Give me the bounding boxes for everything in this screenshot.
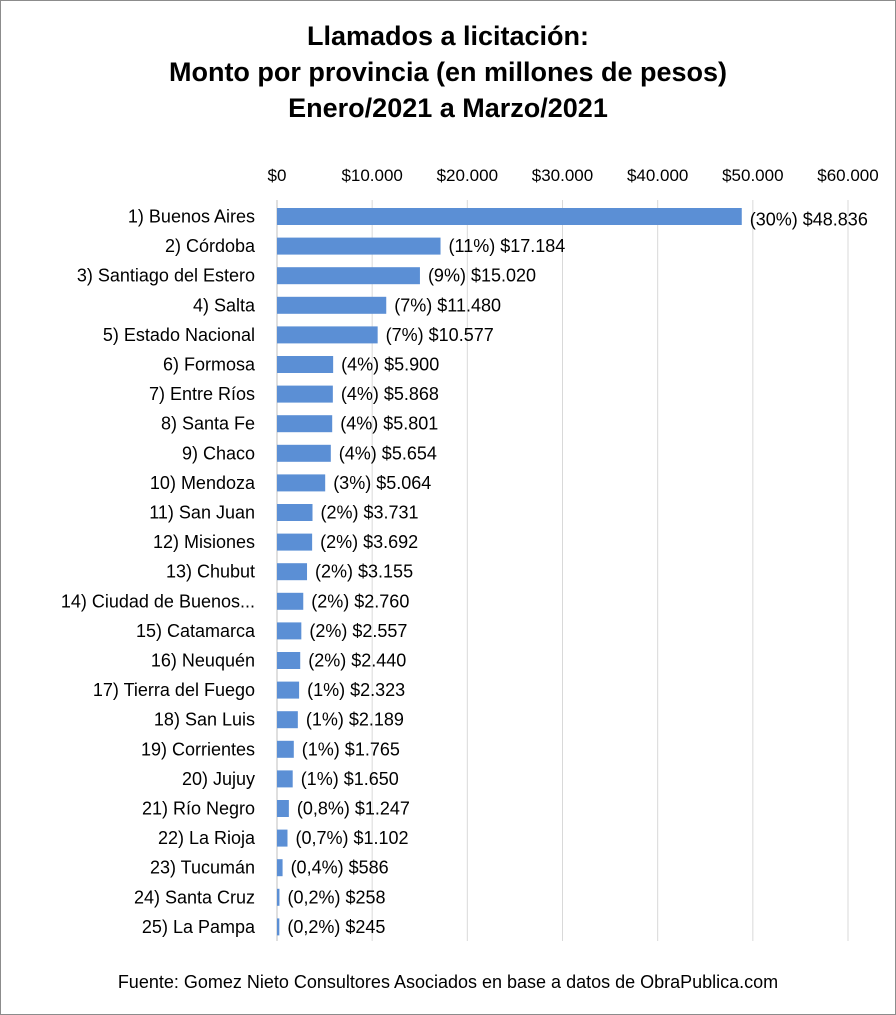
bar (277, 740, 294, 758)
bar (277, 444, 331, 462)
x-tick-label: $30.000 (532, 166, 593, 185)
category-label: 19) Corrientes (141, 739, 255, 759)
category-label: 10) Mendoza (150, 473, 256, 493)
data-label: (2%) $3.692 (320, 532, 418, 552)
data-label: (2%) $2.557 (309, 621, 407, 641)
category-label: 4) Salta (193, 295, 256, 315)
data-label: (2%) $3.731 (321, 503, 419, 523)
category-label: 15) Catamarca (136, 621, 256, 641)
bar (277, 356, 334, 373)
bar (277, 770, 293, 788)
data-label: (4%) $5.801 (340, 414, 438, 434)
x-tick-label: $40.000 (627, 166, 688, 185)
x-tick-label: $60.000 (817, 166, 878, 185)
bar (277, 504, 313, 521)
bar (277, 385, 333, 403)
category-label: 5) Estado Nacional (103, 325, 255, 345)
data-label: (4%) $5.900 (341, 355, 439, 375)
bar (277, 829, 288, 847)
data-label: (1%) $1.765 (302, 739, 400, 759)
data-label: (1%) $2.189 (306, 710, 404, 730)
category-label: 7) Entre Ríos (149, 384, 255, 404)
bar (277, 888, 280, 906)
category-label: 9) Chaco (182, 443, 255, 463)
bar (277, 474, 326, 492)
bar (277, 800, 289, 817)
data-label: (0,4%) $586 (291, 858, 389, 878)
x-tick-label: $0 (268, 166, 287, 185)
category-label: 18) San Luis (154, 710, 255, 730)
bar (277, 415, 333, 433)
category-label: 17) Tierra del Fuego (93, 680, 255, 700)
category-label: 2) Córdoba (165, 236, 256, 256)
category-label: 20) Jujuy (182, 769, 255, 789)
category-label: 16) Neuquén (151, 651, 255, 671)
bar (277, 296, 387, 314)
bar (277, 592, 304, 610)
data-label: (1%) $1.650 (301, 769, 399, 789)
data-label: (4%) $5.868 (341, 384, 439, 404)
bar (277, 237, 441, 255)
data-label: (0,7%) $1.102 (295, 828, 408, 848)
chart-title: Llamados a licitación: Monto por provinc… (0, 18, 896, 126)
category-label: 8) Santa Fe (161, 414, 255, 434)
data-label: (0,8%) $1.247 (297, 799, 410, 819)
data-label: (2%) $2.440 (308, 651, 406, 671)
data-label: (4%) $5.654 (339, 443, 437, 463)
data-label: (2%) $2.760 (311, 591, 409, 611)
bar (277, 208, 742, 225)
bar (277, 652, 301, 669)
data-label: (7%) $11.480 (394, 295, 501, 315)
category-label: 3) Santiago del Estero (77, 266, 255, 286)
data-label: (3%) $5.064 (333, 473, 431, 493)
data-label: (0,2%) $245 (287, 917, 385, 937)
bar (277, 622, 302, 640)
category-label: 1) Buenos Aires (128, 207, 255, 227)
bar (277, 533, 313, 551)
x-tick-label: $20.000 (437, 166, 498, 185)
bar (277, 267, 420, 285)
category-label: 22) La Rioja (158, 828, 256, 848)
bar (277, 711, 298, 729)
category-label: 25) La Pampa (142, 917, 256, 937)
data-label: (30%) $48.836 (750, 210, 868, 230)
data-label: (1%) $2.323 (307, 680, 405, 700)
chart-title-line-3: Enero/2021 a Marzo/2021 (288, 93, 608, 123)
bar (277, 918, 280, 936)
bar (277, 563, 308, 581)
category-label: 12) Misiones (153, 532, 255, 552)
source-note: Fuente: Gomez Nieto Consultores Asociado… (117, 972, 779, 992)
x-tick-label: $10.000 (341, 166, 402, 185)
category-label: 21) Río Negro (142, 799, 255, 819)
x-tick-label: $50.000 (722, 166, 783, 185)
chart-title-line-1: Llamados a licitación: (306, 21, 590, 51)
data-label: (2%) $3.155 (315, 562, 413, 582)
category-label: 14) Ciudad de Buenos... (61, 591, 255, 611)
data-label: (11%) $17.184 (449, 236, 566, 256)
category-label: 13) Chubut (166, 562, 255, 582)
data-label: (7%) $10.577 (386, 325, 494, 345)
bar (277, 681, 300, 699)
chart-title-line-2: Monto por provincia (en millones de peso… (168, 57, 728, 87)
bar (277, 326, 378, 344)
data-label: (0,2%) $258 (287, 887, 385, 907)
category-label: 6) Formosa (163, 355, 256, 375)
bar (277, 859, 283, 877)
category-label: 24) Santa Cruz (134, 887, 255, 907)
data-label: (9%) $15.020 (428, 266, 536, 286)
category-label: 11) San Juan (149, 503, 255, 523)
category-label: 23) Tucumán (150, 858, 255, 878)
